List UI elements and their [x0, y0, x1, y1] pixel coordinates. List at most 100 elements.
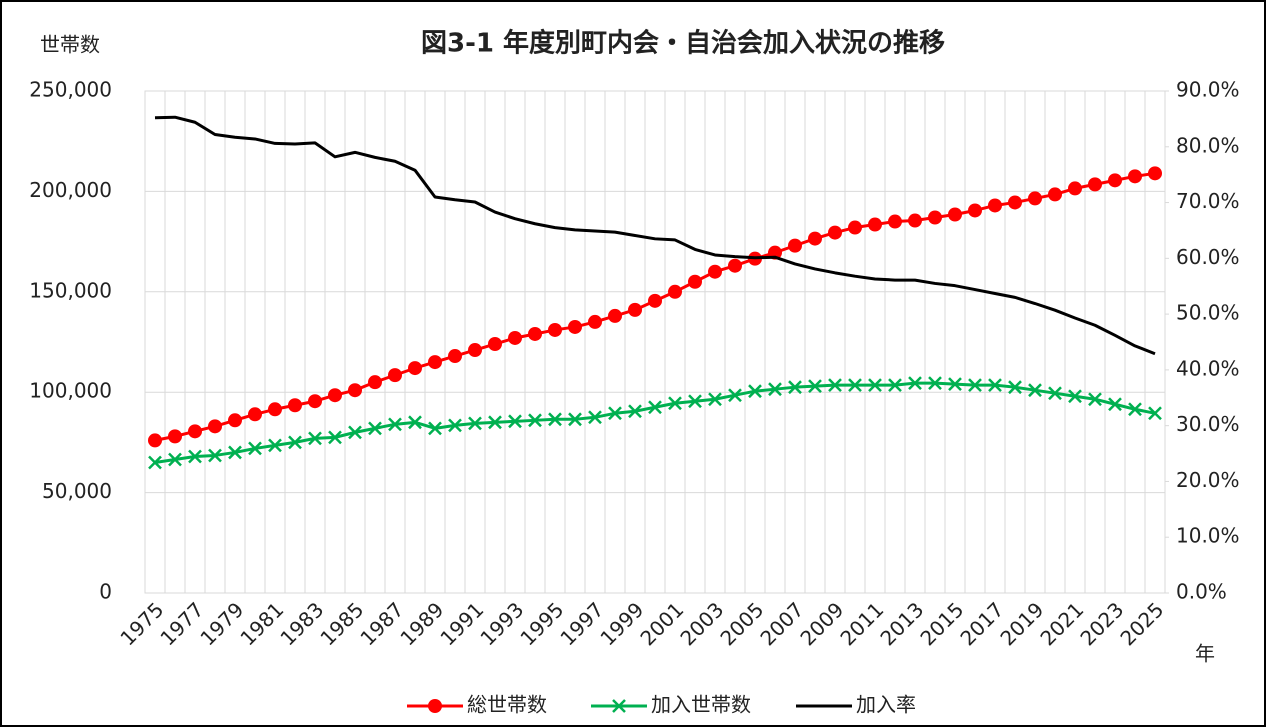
point	[568, 412, 582, 427]
point	[408, 361, 422, 376]
point	[908, 376, 922, 391]
point	[348, 383, 362, 398]
point	[808, 231, 822, 246]
point	[728, 258, 742, 273]
point	[1008, 380, 1022, 395]
point	[888, 214, 902, 229]
y2-tick-label: 90.0%	[1176, 78, 1240, 102]
point	[708, 264, 722, 279]
point	[328, 430, 342, 445]
point	[808, 379, 822, 394]
point	[1088, 392, 1102, 407]
point	[908, 213, 922, 228]
point	[848, 378, 862, 393]
y2-tick-label: 20.0%	[1176, 468, 1240, 492]
point	[348, 425, 362, 440]
y2-tick-label: 80.0%	[1176, 133, 1240, 157]
point	[768, 382, 782, 397]
y2-tick-label: 60.0%	[1176, 245, 1240, 269]
point	[788, 380, 802, 395]
point	[368, 421, 382, 436]
point	[988, 378, 1002, 393]
y2-tick-label: 0.0%	[1176, 580, 1227, 604]
point	[468, 416, 482, 431]
point	[508, 330, 522, 345]
point	[968, 378, 982, 393]
point	[1028, 191, 1042, 206]
point	[928, 210, 942, 225]
point	[228, 413, 242, 428]
point	[988, 198, 1002, 213]
legend-label: 加入世帯数	[651, 693, 751, 717]
point	[1048, 187, 1062, 202]
point	[608, 406, 622, 421]
point	[848, 220, 862, 235]
point	[868, 217, 882, 232]
point	[528, 326, 542, 341]
point	[388, 417, 402, 432]
point	[268, 402, 282, 417]
y-tick-label: 100,000	[29, 379, 112, 403]
point	[428, 355, 442, 370]
point	[228, 445, 242, 460]
point	[668, 396, 682, 411]
point	[188, 449, 202, 464]
point	[888, 378, 902, 393]
point	[508, 414, 522, 429]
point	[948, 207, 962, 222]
point	[708, 392, 722, 407]
point	[688, 394, 702, 409]
point	[528, 413, 542, 428]
point	[468, 343, 482, 358]
point	[428, 699, 442, 713]
point	[788, 238, 802, 253]
point	[1128, 402, 1142, 417]
point	[268, 438, 282, 453]
point	[828, 378, 842, 393]
point	[168, 452, 182, 467]
point	[288, 398, 302, 413]
point	[828, 225, 842, 240]
point	[648, 400, 662, 415]
point	[1068, 389, 1082, 404]
point	[948, 377, 962, 392]
point	[1148, 166, 1162, 181]
point	[568, 319, 582, 334]
point	[148, 433, 162, 448]
point	[1088, 177, 1102, 192]
y-tick-label: 200,000	[29, 178, 112, 202]
point	[308, 394, 322, 409]
chart-title: 図3-1 年度別町内会・自治会加入状況の推移	[421, 28, 945, 59]
point	[208, 419, 222, 434]
point	[628, 404, 642, 419]
y2-tick-label: 30.0%	[1176, 412, 1240, 436]
point	[1108, 397, 1122, 412]
point	[248, 407, 262, 422]
point	[428, 421, 442, 436]
y-tick-label: 250,000	[29, 78, 112, 102]
point	[388, 368, 402, 383]
point	[1128, 169, 1142, 184]
point	[248, 441, 262, 456]
point	[588, 410, 602, 425]
point	[1008, 195, 1022, 210]
y2-tick-label: 10.0%	[1176, 524, 1240, 548]
point	[148, 455, 162, 470]
point	[648, 293, 662, 308]
point	[328, 388, 342, 403]
point	[868, 378, 882, 393]
point	[612, 699, 626, 713]
point	[488, 415, 502, 430]
point	[488, 337, 502, 352]
point	[668, 284, 682, 299]
plot-area	[144, 90, 1166, 594]
x-axis-label: 年	[1195, 642, 1215, 666]
point	[1108, 173, 1122, 188]
point	[1148, 406, 1162, 421]
series-line	[154, 115, 1156, 356]
point	[448, 349, 462, 364]
point	[408, 415, 422, 430]
point	[308, 431, 322, 446]
point	[168, 429, 182, 444]
